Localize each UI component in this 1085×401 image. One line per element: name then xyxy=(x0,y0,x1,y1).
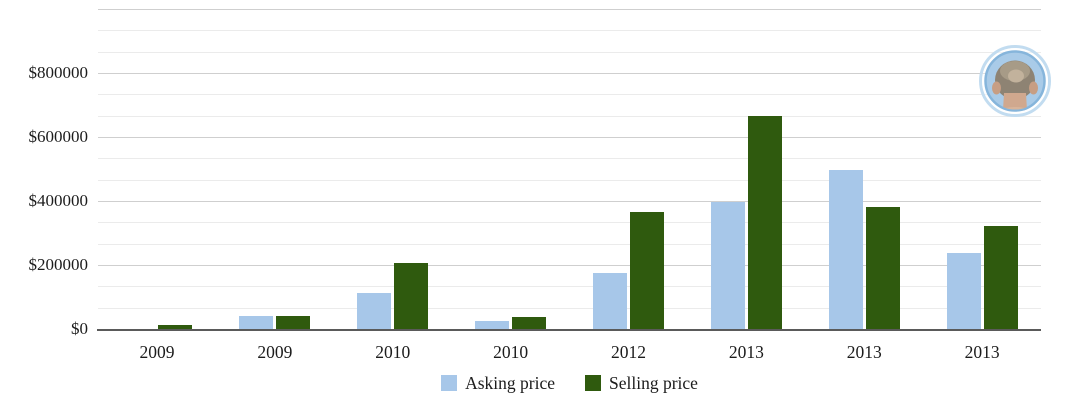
selling-price-bar-2012-4 xyxy=(629,211,664,330)
y-axis-tick-label: $0 xyxy=(71,319,88,338)
legend-item-asking-price: Asking price xyxy=(441,373,555,394)
major-gridline xyxy=(98,201,1041,202)
legend-item-selling-price: Selling price xyxy=(584,372,698,394)
x-axis-tick-label: 2009 xyxy=(257,342,293,362)
asking-price-bar-2013-7 xyxy=(946,253,981,330)
asking-price-bar-2009-1 xyxy=(239,315,274,330)
asking-price-bar-2010-2 xyxy=(357,293,392,330)
selling-price-bar-2009-0 xyxy=(158,325,193,330)
minor-gridline xyxy=(98,158,1041,160)
legend-label-asking-price: Asking price xyxy=(465,372,555,393)
minor-gridline xyxy=(98,115,1041,117)
minor-gridline xyxy=(98,30,1041,32)
minor-gridline xyxy=(98,243,1041,245)
minor-gridline xyxy=(98,51,1041,53)
asking-price-bar-2010-3 xyxy=(475,321,510,330)
y-axis-tick-label: $600000 xyxy=(28,127,89,146)
major-gridline xyxy=(98,137,1041,138)
minor-gridline xyxy=(98,94,1041,96)
x-axis-tick-label: 2010 xyxy=(493,342,529,362)
asking-price-swatch xyxy=(441,375,458,391)
x-axis-tick-label: 2013 xyxy=(846,342,882,362)
selling-price-bar-2010-2 xyxy=(394,262,429,330)
selling-price-bar-2013-6 xyxy=(865,206,900,330)
minor-gridline xyxy=(98,179,1041,181)
selling-price-swatch xyxy=(584,375,601,391)
x-axis-tick-label: 2010 xyxy=(375,342,411,362)
selling-price-bar-2013-5 xyxy=(747,115,782,330)
minor-gridline xyxy=(98,307,1041,309)
major-gridline xyxy=(98,9,1041,10)
selling-price-bar-2010-3 xyxy=(512,316,547,330)
x-axis-tick-label: 2013 xyxy=(964,342,1000,362)
asking-price-bar-2013-5 xyxy=(710,202,745,330)
x-axis-line xyxy=(97,329,1041,331)
minor-gridline xyxy=(98,286,1041,288)
x-axis-tick-label: 2009 xyxy=(139,342,175,362)
major-gridline xyxy=(98,265,1041,266)
y-axis-tick-label: $800000 xyxy=(28,63,89,82)
y-axis-tick-label: $200000 xyxy=(28,255,89,274)
x-axis-tick-label: 2012 xyxy=(610,342,646,362)
legend: Asking price Selling price xyxy=(98,371,1041,395)
x-axis-tick-label: 2013 xyxy=(728,342,764,362)
selling-price-bar-2013-7 xyxy=(983,226,1018,330)
asking-price-bar-2013-6 xyxy=(828,170,863,330)
profile-avatar-icon[interactable] xyxy=(977,43,1053,119)
legend-label-selling-price: Selling price xyxy=(608,372,698,393)
minor-gridline xyxy=(98,222,1041,224)
major-gridline xyxy=(98,73,1041,74)
y-axis-tick-label: $400000 xyxy=(28,191,89,210)
selling-price-bar-2009-1 xyxy=(276,315,311,330)
asking-price-bar-2012-4 xyxy=(592,273,627,330)
